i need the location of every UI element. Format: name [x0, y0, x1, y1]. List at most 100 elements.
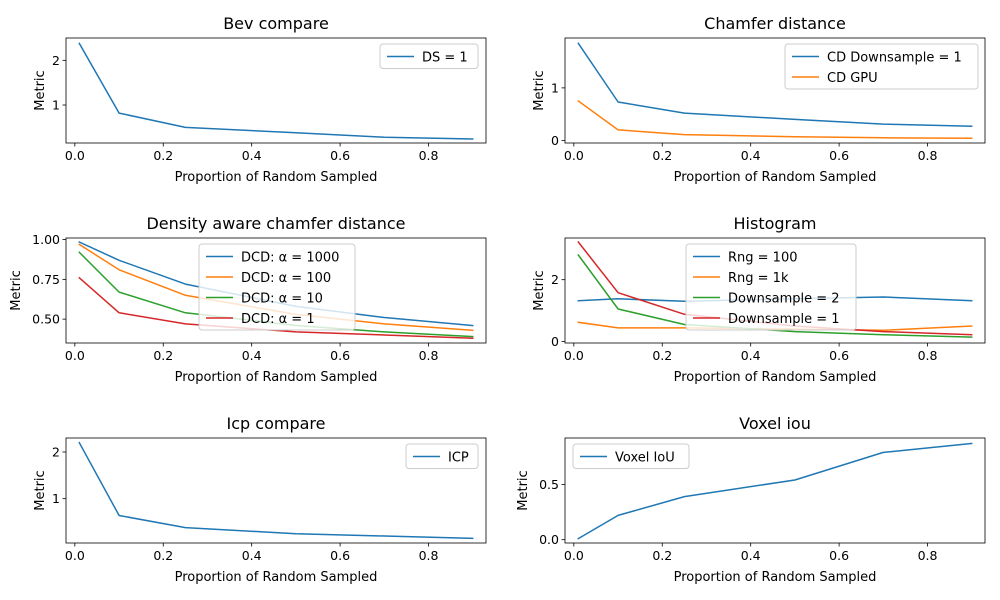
series-line-1: [78, 441, 474, 540]
chart-title: Density aware chamfer distance: [146, 214, 405, 233]
y-tick-label: 1: [52, 491, 60, 506]
x-tick-label: 0.2: [153, 548, 173, 563]
y-tick-label: 0: [551, 133, 559, 148]
x-tick-label: 0.4: [242, 548, 262, 563]
chart-1: Bev compare 0.0 0.2 0.4 0.6 0.8 1 2 Proportion o…: [33, 14, 487, 185]
x-tick-label: 0.6: [829, 548, 849, 563]
y-tick-label: 1: [551, 80, 559, 95]
legend-label: DCD: α = 1000: [241, 251, 339, 266]
y-tick-label: 1: [52, 98, 60, 113]
x-tick-label: 0.2: [153, 148, 173, 163]
legend-label: DCD: α = 100: [241, 271, 331, 286]
legend-label: CD Downsample = 1: [827, 51, 962, 66]
y-tick-label: 1.00: [32, 232, 60, 247]
y-tick-label: 0.0: [539, 532, 559, 547]
x-axis-label: Proportion of Random Sampled: [175, 370, 378, 385]
y-axis-label: Metric: [33, 70, 48, 110]
x-tick-label: 0.8: [419, 348, 439, 363]
legend-label: Voxel IoU: [615, 451, 675, 466]
x-tick-label: 0.4: [242, 148, 262, 163]
legend-box: [784, 43, 979, 90]
x-tick-label: 0.2: [153, 348, 173, 363]
chart-title: Icp compare: [227, 414, 326, 433]
x-tick-label: 0.8: [918, 148, 938, 163]
legend-box: [572, 443, 690, 469]
legend-box: [379, 43, 479, 69]
y-axis-label: Metric: [516, 470, 531, 510]
legend-box: [685, 243, 857, 331]
plot-frame: [564, 237, 986, 344]
x-tick-label: 0.6: [829, 348, 849, 363]
series-line-1: [78, 42, 474, 140]
y-tick-label: 2: [52, 53, 60, 68]
x-tick-label: 0.4: [741, 148, 761, 163]
legend-label: DS = 1: [422, 51, 468, 66]
series-line-2: [577, 99, 973, 140]
y-tick-label: 0: [551, 334, 559, 349]
chart-6: Voxel iou 0.0 0.2 0.4 0.6 0.8 0.0 0.5 Proportion…: [516, 414, 986, 585]
chart-title: Histogram: [734, 214, 817, 233]
chart-5: Icp compare 0.0 0.2 0.4 0.6 0.8 1 2 Proportion o…: [33, 414, 487, 585]
y-tick-label: 0.75: [32, 272, 60, 287]
plot-frame: [65, 437, 487, 544]
x-tick-label: 0.2: [652, 348, 672, 363]
y-axis-label: Metric: [33, 470, 48, 510]
y-axis-label: Metric: [532, 70, 547, 110]
x-tick-label: 0.4: [242, 348, 262, 363]
legend-label: ICP: [448, 451, 469, 466]
x-tick-label: 0.6: [829, 148, 849, 163]
x-axis-label: Proportion of Random Sampled: [674, 370, 877, 385]
y-tick-label: 2: [52, 445, 60, 460]
x-tick-label: 0.2: [652, 148, 672, 163]
plot-frame: [564, 37, 986, 144]
x-tick-label: 0.6: [330, 548, 350, 563]
x-tick-label: 0.0: [564, 148, 584, 163]
x-tick-label: 0.0: [65, 148, 85, 163]
y-axis-label: Metric: [532, 270, 547, 310]
legend-label: Rng = 1k: [728, 271, 789, 286]
legend: DCD: α = 1000 DCD: α = 100 DCD: α = 10 DCD:…: [198, 243, 356, 331]
x-tick-label: 0.8: [419, 548, 439, 563]
plot-frame: [564, 437, 986, 544]
legend: Voxel IoU: [572, 443, 690, 469]
chart-title: Chamfer distance: [704, 14, 846, 33]
x-axis-label: Proportion of Random Sampled: [674, 170, 877, 185]
legend-label: DCD: α = 10: [241, 292, 323, 307]
legend: DS = 1: [379, 43, 479, 69]
legend: ICP: [405, 443, 479, 469]
y-tick-label: 0.5: [539, 477, 559, 492]
x-tick-label: 0.6: [330, 148, 350, 163]
chart-4: Histogram 0.0 0.2 0.4 0.6 0.8 0 2 Proportion of …: [532, 214, 986, 385]
legend-label: CD GPU: [827, 71, 878, 86]
x-tick-label: 0.0: [65, 548, 85, 563]
chart-title: Voxel iou: [739, 414, 811, 433]
chart-title: Bev compare: [223, 14, 329, 33]
chart-3: Density aware chamfer distance 0.0 0.2 0.4 0…: [9, 214, 487, 385]
series-line-1: [577, 42, 973, 127]
x-tick-label: 0.8: [918, 548, 938, 563]
plot-frame: [65, 237, 487, 344]
x-tick-label: 0.6: [330, 348, 350, 363]
x-tick-label: 0.8: [918, 348, 938, 363]
x-tick-label: 0.8: [419, 148, 439, 163]
legend-box: [405, 443, 479, 469]
legend: Rng = 100 Rng = 1k Downsample = 2 Downsampl…: [685, 243, 857, 331]
x-tick-label: 0.4: [741, 348, 761, 363]
y-axis-label: Metric: [9, 270, 24, 310]
legend-label: Downsample = 2: [728, 292, 840, 307]
legend-box: [198, 243, 356, 331]
chart-2: Chamfer distance 0.0 0.2 0.4 0.6 0.8 0 1 Proport…: [532, 14, 986, 185]
x-tick-label: 0.0: [65, 348, 85, 363]
y-tick-label: 0.50: [32, 312, 60, 327]
x-tick-label: 0.0: [564, 548, 584, 563]
x-axis-label: Proportion of Random Sampled: [175, 170, 378, 185]
x-tick-label: 0.0: [564, 348, 584, 363]
legend-label: Rng = 100: [728, 251, 798, 266]
legend-label: DCD: α = 1: [241, 312, 315, 327]
x-axis-label: Proportion of Random Sampled: [674, 570, 877, 585]
series-line-1: [577, 442, 973, 540]
x-tick-label: 0.2: [652, 548, 672, 563]
plot-frame: [65, 37, 487, 144]
x-axis-label: Proportion of Random Sampled: [175, 570, 378, 585]
